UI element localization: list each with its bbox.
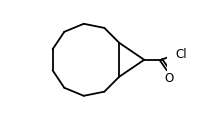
Text: O: O	[163, 72, 172, 85]
Text: Cl: Cl	[174, 48, 186, 61]
